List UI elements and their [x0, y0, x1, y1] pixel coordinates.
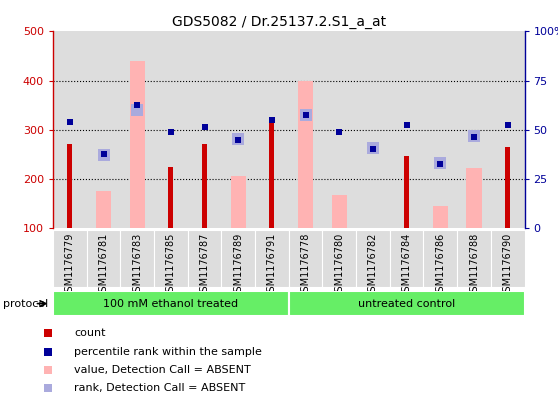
Bar [289, 291, 525, 316]
Text: GSM1176782: GSM1176782 [368, 233, 378, 298]
Text: rank, Detection Call = ABSENT: rank, Detection Call = ABSENT [74, 383, 246, 393]
Bar [202, 144, 207, 228]
Bar [404, 156, 409, 228]
Text: GSM1176789: GSM1176789 [233, 233, 243, 298]
Bar [53, 291, 289, 316]
Bar [491, 230, 525, 287]
Text: GSM1176778: GSM1176778 [301, 233, 311, 298]
Bar [424, 230, 457, 287]
Bar [433, 206, 448, 228]
Bar [289, 230, 323, 287]
Bar [457, 230, 491, 287]
Text: GSM1176784: GSM1176784 [402, 233, 412, 298]
Text: 100 mM ethanol treated: 100 mM ethanol treated [103, 299, 238, 309]
Bar [255, 31, 289, 228]
Text: count: count [74, 329, 105, 338]
Bar [53, 31, 86, 228]
Bar [491, 31, 525, 228]
Bar [53, 230, 86, 287]
Bar [356, 230, 390, 287]
Bar [390, 230, 424, 287]
Text: GSM1176779: GSM1176779 [65, 233, 75, 298]
Text: GSM1176785: GSM1176785 [166, 233, 176, 298]
Bar [457, 31, 491, 228]
Text: GDS5082 / Dr.25137.2.S1_a_at: GDS5082 / Dr.25137.2.S1_a_at [172, 15, 386, 29]
Bar [96, 191, 111, 228]
Bar [390, 31, 424, 228]
Bar [270, 120, 275, 228]
Text: untreated control: untreated control [358, 299, 455, 309]
Bar [230, 176, 246, 228]
Bar [86, 31, 121, 228]
Bar [222, 31, 255, 228]
Bar [356, 31, 390, 228]
Bar [424, 31, 457, 228]
Text: GSM1176781: GSM1176781 [99, 233, 108, 298]
Bar [222, 230, 255, 287]
Bar [323, 230, 356, 287]
Text: GSM1176788: GSM1176788 [469, 233, 479, 298]
Bar [298, 81, 313, 228]
Bar [154, 230, 187, 287]
Bar [466, 168, 482, 228]
Text: GSM1176791: GSM1176791 [267, 233, 277, 298]
Bar [154, 31, 187, 228]
Bar [129, 61, 145, 228]
Bar [323, 31, 356, 228]
Bar [121, 31, 154, 228]
Text: value, Detection Call = ABSENT: value, Detection Call = ABSENT [74, 365, 251, 375]
Text: GSM1176783: GSM1176783 [132, 233, 142, 298]
Bar [86, 230, 121, 287]
Bar [255, 230, 289, 287]
Text: percentile rank within the sample: percentile rank within the sample [74, 347, 262, 356]
Bar [187, 31, 222, 228]
Bar [187, 230, 222, 287]
Text: GSM1176786: GSM1176786 [435, 233, 445, 298]
Bar [289, 31, 323, 228]
Text: protocol: protocol [3, 299, 48, 309]
Text: GSM1176787: GSM1176787 [200, 233, 210, 298]
Text: GSM1176790: GSM1176790 [503, 233, 513, 298]
Text: GSM1176780: GSM1176780 [334, 233, 344, 298]
Bar [68, 144, 73, 228]
Bar [121, 230, 154, 287]
Bar [169, 167, 174, 228]
Bar [505, 147, 510, 228]
Bar [331, 195, 347, 228]
